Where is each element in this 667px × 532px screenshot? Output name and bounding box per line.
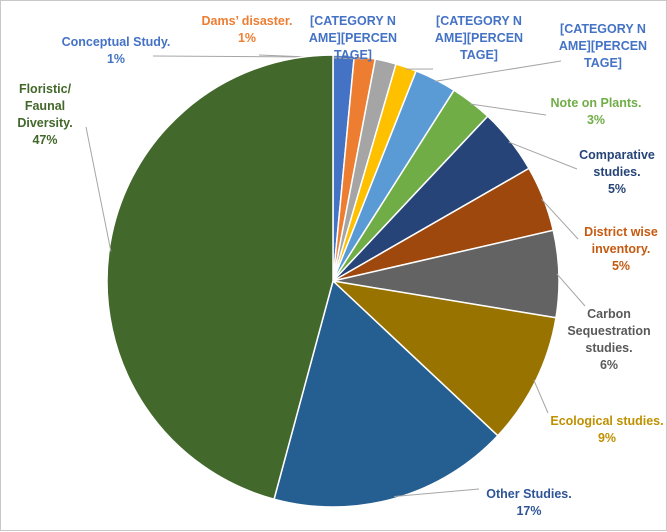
leader-line	[435, 61, 561, 81]
slice-label: Dams’ disaster.1%	[201, 14, 292, 45]
leader-line	[557, 274, 585, 306]
slice-label: Conceptual Study.1%	[62, 35, 171, 66]
leader-line	[86, 127, 111, 252]
slice-label: Other Studies.17%	[486, 487, 571, 518]
slice-label: Ecological studies.9%	[550, 414, 663, 445]
slice-label: Note on Plants.3%	[551, 96, 642, 127]
leader-line	[534, 380, 548, 413]
